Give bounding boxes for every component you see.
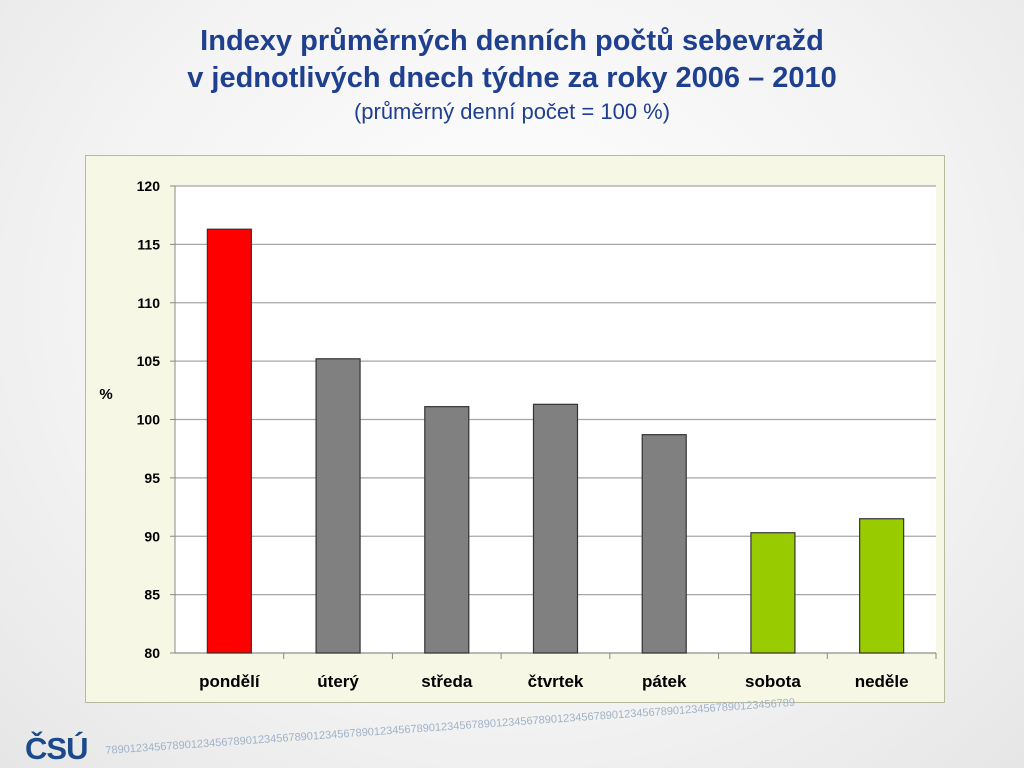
y-tick-label: 100 bbox=[137, 412, 161, 428]
x-tick-label: čtvrtek bbox=[528, 672, 584, 691]
y-tick-label: 115 bbox=[137, 236, 160, 252]
chart-title-line1: Indexy průměrných denních počtů sebevraž… bbox=[200, 25, 824, 57]
y-tick-label: 110 bbox=[137, 295, 160, 311]
bar-neděle bbox=[859, 518, 905, 654]
bar-sobota bbox=[750, 532, 796, 654]
y-tick-label: 120 bbox=[137, 178, 161, 194]
x-tick-label: úterý bbox=[317, 672, 359, 691]
chart-subtitle: (průměrný denní počet = 100 %) bbox=[353, 99, 671, 124]
y-axis-label: % bbox=[99, 386, 112, 403]
x-tick-label: středa bbox=[421, 672, 473, 691]
y-tick-label: 105 bbox=[137, 353, 161, 369]
x-tick-label: neděle bbox=[855, 672, 909, 691]
y-tick-label: 90 bbox=[144, 528, 160, 544]
x-tick-label: pátek bbox=[642, 672, 687, 691]
bar-čtvrtek bbox=[532, 403, 579, 654]
x-tick-label: pondělí bbox=[199, 672, 261, 691]
bar-pátek bbox=[641, 434, 687, 654]
csu-logo: ČSÚ bbox=[25, 731, 88, 766]
x-tick-label: sobota bbox=[745, 672, 801, 691]
bar-úterý bbox=[315, 358, 361, 654]
y-tick-label: 95 bbox=[144, 470, 160, 486]
bar-středa bbox=[424, 406, 470, 654]
bar-pondělí bbox=[206, 228, 252, 654]
y-tick-label: 85 bbox=[144, 587, 160, 603]
chart-title-line2: v jednotlivých dnech týdne za roky 2006 … bbox=[187, 62, 837, 94]
y-tick-label: 80 bbox=[144, 645, 160, 661]
